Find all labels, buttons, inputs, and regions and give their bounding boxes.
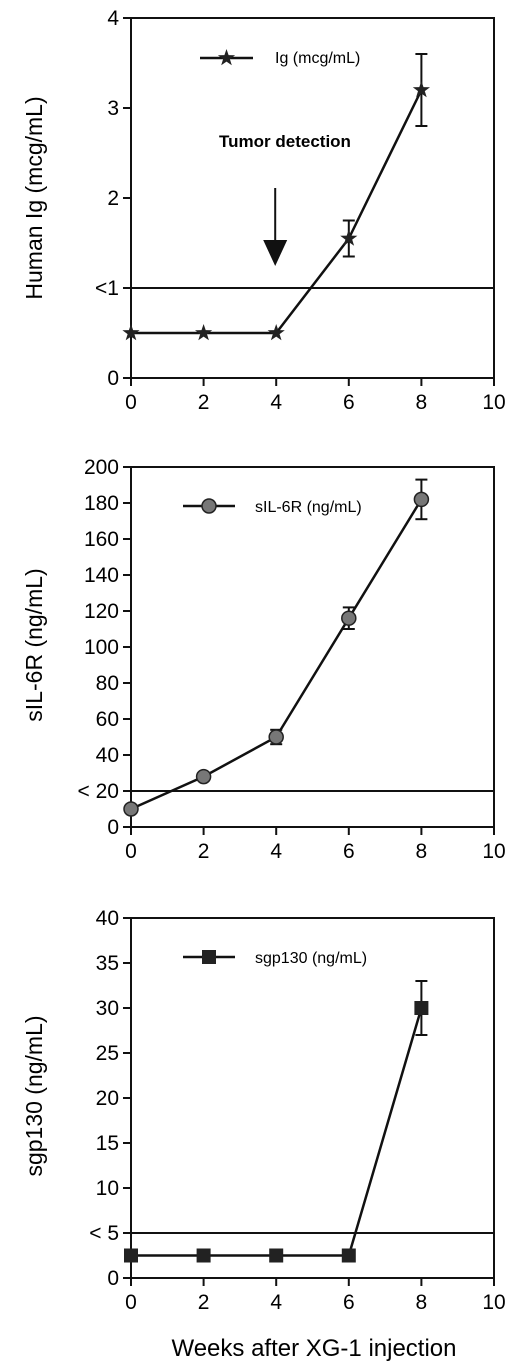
chart-panel-sil6r: sIL-6R (ng/mL) sIL-6R (ng/mL) 0< 2040608…	[21, 456, 506, 863]
x-tick-label: 4	[270, 1291, 282, 1314]
y-tick-label: 140	[84, 564, 119, 587]
y-tick-label: 30	[96, 997, 119, 1020]
y-tick-label: 3	[107, 97, 119, 120]
x-tick-label: 6	[343, 391, 355, 414]
y-tick-label: 180	[84, 492, 119, 515]
x-tick-label: 10	[482, 1291, 505, 1314]
x-tick-label: 2	[198, 391, 210, 414]
data-point-ig	[340, 229, 358, 246]
x-tick-label: 10	[482, 391, 505, 414]
plot-frame-sgp130	[130, 917, 495, 1279]
y-tick-label: < 20	[78, 780, 119, 803]
x-tick-label: 0	[125, 840, 137, 863]
annotation-arrow-head	[263, 240, 288, 266]
x-tick-label: 0	[125, 391, 137, 414]
plot-frame-ig	[130, 17, 495, 379]
x-tick-label: 0	[125, 1291, 137, 1314]
chart-panel-ig: Human Ig (mcg/mL) Tumor detection Ig (mc…	[21, 7, 506, 414]
y-tick-label: 25	[96, 1042, 119, 1065]
series-line-sil6r	[130, 498, 423, 811]
x-tick-label: 4	[270, 391, 282, 414]
data-point-ig	[195, 324, 213, 341]
x-tick-label: 8	[416, 1291, 428, 1314]
y-tick-label: 20	[96, 1087, 119, 1110]
y-tick-label: 2	[107, 187, 119, 210]
y-tick-label: < 5	[89, 1222, 119, 1245]
data-point-sgp130	[414, 1001, 429, 1015]
x-tick-label: 6	[343, 840, 355, 863]
data-point-sil6r	[195, 768, 212, 785]
x-tick-label: 4	[270, 840, 282, 863]
y-axis-label-sil6r: sIL-6R (ng/mL)	[21, 568, 47, 721]
y-tick-label: 40	[96, 907, 119, 930]
x-tick-label: 2	[198, 1291, 210, 1314]
legend-label-sil6r: sIL-6R (ng/mL)	[255, 499, 362, 516]
y-tick-label: 10	[96, 1177, 119, 1200]
chart-panel-sgp130: sgp130 (ng/mL) sgp130 (ng/mL) Weeks afte…	[21, 907, 506, 1362]
data-point-sgp130	[124, 1248, 138, 1263]
data-point-ig	[412, 81, 430, 98]
data-point-sil6r	[413, 491, 430, 508]
data-point-ig	[267, 324, 285, 341]
data-point-sgp130	[341, 1248, 356, 1263]
x-tick-label: 8	[416, 391, 428, 414]
y-tick-label: 200	[84, 456, 119, 479]
y-tick-label: 0	[107, 367, 119, 390]
data-point-sgp130	[196, 1248, 211, 1263]
y-axis-label-ig: Human Ig (mcg/mL)	[21, 96, 47, 299]
legend-label-ig: Ig (mcg/mL)	[275, 50, 360, 67]
data-point-sil6r	[123, 801, 139, 817]
y-tick-label: 4	[107, 7, 119, 30]
x-axis-label: Weeks after XG-1 injection	[171, 1335, 456, 1362]
y-tick-label: 0	[107, 816, 119, 839]
y-tick-label: 0	[107, 1267, 119, 1290]
x-tick-label: 6	[343, 1291, 355, 1314]
data-point-sil6r	[341, 610, 357, 626]
y-tick-label: 120	[84, 600, 119, 623]
y-tick-label: 35	[96, 952, 119, 975]
y-tick-label: 160	[84, 528, 119, 551]
y-tick-label: 80	[96, 672, 119, 695]
y-tick-label: 60	[96, 708, 119, 731]
y-tick-label: <1	[95, 277, 119, 300]
legend-marker-sil6r	[201, 498, 217, 514]
legend-marker-ig	[217, 49, 236, 66]
series-line-sgp130	[131, 1007, 423, 1257]
y-tick-label: 100	[84, 636, 119, 659]
data-point-ig	[122, 324, 140, 341]
data-point-sgp130	[269, 1248, 284, 1263]
data-point-sil6r	[268, 729, 284, 745]
y-tick-label: 40	[96, 744, 119, 767]
annotation-tumor-detection: Tumor detection	[219, 132, 351, 151]
y-axis-label-sgp130: sgp130 (ng/mL)	[21, 1015, 47, 1176]
legend-marker-sgp130	[202, 950, 216, 964]
y-tick-label: 15	[96, 1132, 119, 1155]
plot-frame-sil6r	[130, 466, 495, 828]
x-tick-label: 2	[198, 840, 210, 863]
legend-label-sgp130: sgp130 (ng/mL)	[255, 950, 367, 967]
x-tick-label: 10	[482, 840, 505, 863]
x-tick-label: 8	[416, 840, 428, 863]
